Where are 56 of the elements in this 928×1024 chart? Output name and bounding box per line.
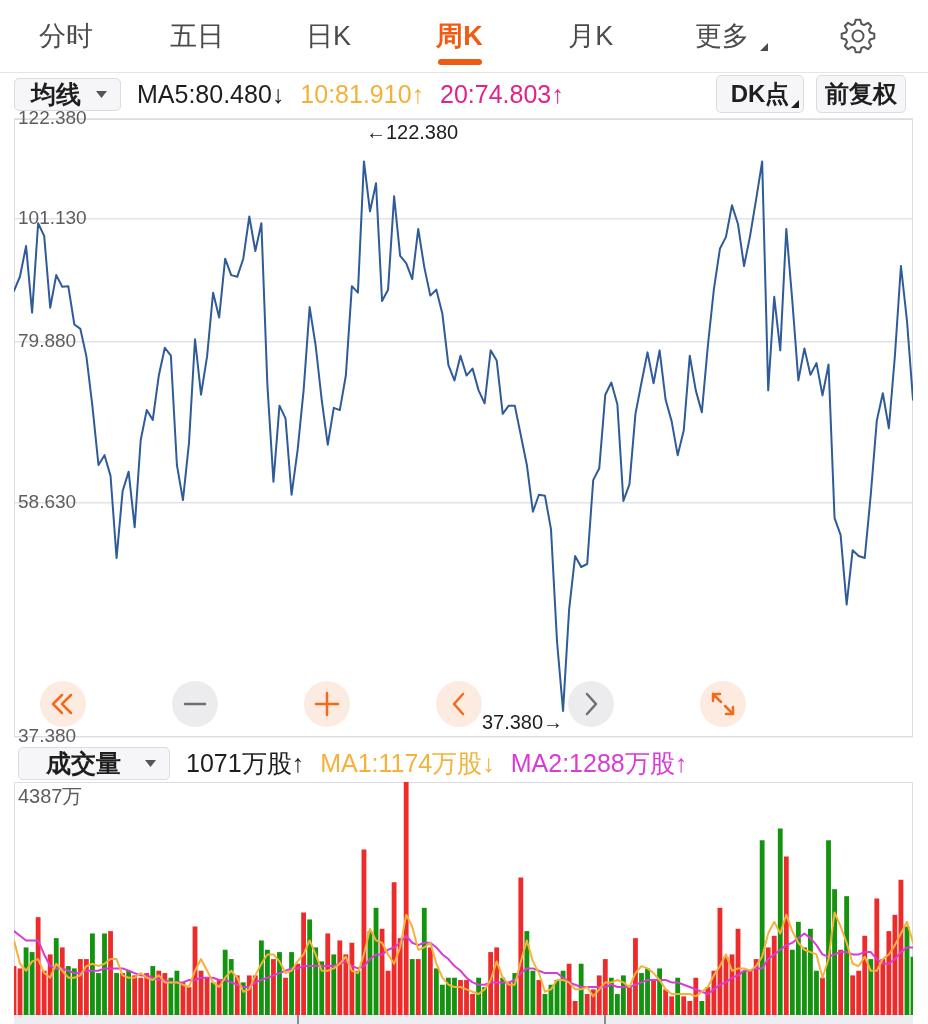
text: 更多 — [695, 20, 749, 53]
bar — [415, 959, 421, 1015]
y-tick-label: 58.630 — [18, 490, 77, 512]
bar — [500, 977, 506, 1015]
text: 分时 — [39, 20, 93, 53]
bar — [108, 931, 113, 1015]
annotation: 37.380→ — [481, 710, 564, 733]
y-tick-label: 79.880 — [18, 329, 77, 351]
button: DK点 — [716, 75, 804, 113]
bar — [759, 840, 765, 1015]
bar — [838, 949, 844, 1015]
bar — [868, 959, 874, 1015]
bar — [506, 982, 512, 1015]
bar — [283, 977, 288, 1015]
bar — [427, 947, 433, 1015]
bar — [820, 977, 825, 1015]
bar — [126, 970, 132, 1015]
text: MA2:1288万股↑ — [510, 748, 688, 778]
bar — [421, 907, 427, 1015]
bar — [777, 828, 783, 1015]
text: 月K — [568, 20, 614, 53]
text: 周K — [436, 20, 483, 53]
bar — [53, 938, 59, 1015]
text: 10:81.910↑ — [300, 79, 425, 109]
bar — [150, 966, 156, 1015]
bar — [289, 952, 294, 1015]
y-tick-label: 101.130 — [18, 206, 87, 228]
bar — [578, 963, 584, 1015]
button: 前复权 — [816, 75, 906, 113]
text: MA5:80.480↓ — [137, 79, 285, 109]
bar — [651, 980, 656, 1015]
bar — [271, 959, 276, 1015]
text: MA1:1174万股↓ — [320, 748, 495, 778]
bar — [783, 856, 789, 1015]
bar — [59, 947, 65, 1015]
text: 1071万股↑ — [186, 748, 305, 778]
dropdown: 成交量 — [18, 746, 170, 780]
text: 20:74.803↑ — [440, 79, 564, 109]
text: 日K — [305, 20, 351, 53]
bar — [518, 877, 524, 1015]
annotation: 4387万 — [18, 784, 83, 807]
annotation: ←122.380 — [365, 120, 459, 143]
bar — [114, 973, 119, 1015]
bar — [409, 959, 415, 1015]
bar — [29, 952, 35, 1015]
bar — [844, 896, 850, 1015]
bar — [331, 954, 337, 1015]
bar — [699, 1001, 705, 1015]
bar — [210, 982, 216, 1015]
bar — [355, 970, 361, 1015]
y-tick-label: 37.380 — [18, 725, 77, 747]
bar — [277, 952, 282, 1015]
text: 五日 — [170, 20, 225, 53]
bar — [325, 933, 331, 1015]
dropdown: 均线 — [14, 77, 121, 111]
bar — [120, 973, 126, 1015]
